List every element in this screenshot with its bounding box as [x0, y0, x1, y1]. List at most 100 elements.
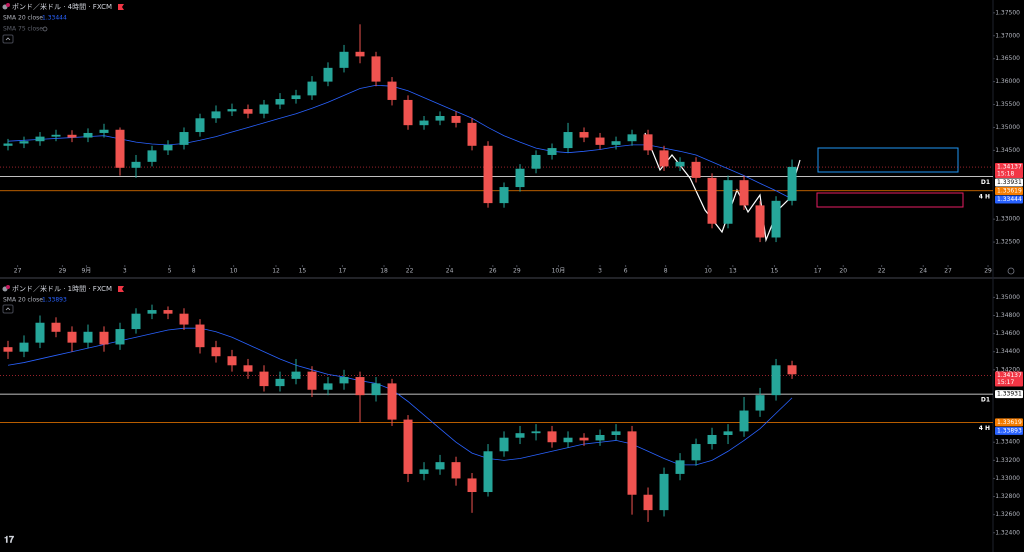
candle-body	[499, 437, 509, 452]
y-tick-label: 1.35500	[995, 101, 1020, 108]
candle-body	[771, 365, 781, 396]
price-badge	[995, 163, 1023, 179]
candle-body	[531, 431, 541, 434]
flag-icon	[118, 4, 124, 10]
y-tick-label: 1.34400	[995, 348, 1020, 355]
candle-body	[659, 473, 669, 511]
candle-body	[691, 161, 701, 178]
x-tick-label: 13	[729, 268, 737, 275]
candle-body	[179, 132, 189, 145]
candle-body	[163, 144, 173, 151]
candle-body	[195, 118, 205, 133]
chart-title: ポンド／米ドル · 4時間 · FXCM	[12, 2, 112, 11]
level-label: D1	[981, 397, 990, 404]
y-tick-label: 1.36000	[995, 78, 1020, 85]
visibility-icon	[42, 26, 48, 32]
x-tick-label: 22	[406, 268, 414, 275]
y-tick-label: 1.34800	[995, 312, 1020, 319]
settings-button[interactable]	[1007, 267, 1015, 275]
candle-body	[243, 109, 253, 114]
collapse-button[interactable]	[2, 34, 14, 44]
price-badge-label: 1.33619	[997, 188, 1022, 195]
candle-body	[579, 132, 589, 138]
candle-body	[67, 331, 77, 343]
candle-body	[435, 115, 445, 121]
y-tick-label: 1.33200	[995, 457, 1020, 464]
price-badge	[995, 195, 1023, 204]
zone-box[interactable]	[816, 192, 964, 208]
y-tick-label: 1.33000	[995, 216, 1020, 223]
candle-body	[51, 134, 61, 137]
price-badge-label: 1.33931	[997, 179, 1022, 186]
x-tick-label: 9月	[81, 268, 91, 275]
x-tick-label: 8	[664, 268, 668, 275]
candle-body	[19, 342, 29, 352]
candle-body	[707, 434, 717, 445]
candle-body	[451, 115, 461, 123]
candle-body	[547, 148, 557, 155]
candle-body	[419, 469, 429, 474]
candle-body	[291, 95, 301, 100]
candle-body	[403, 419, 413, 474]
candle-body	[483, 145, 493, 204]
y-tick-label: 1.32400	[995, 529, 1020, 536]
zone-box[interactable]	[817, 147, 959, 173]
candle-body	[323, 383, 333, 390]
price-badge-label: 1.33444	[997, 196, 1022, 203]
level-label: D1	[981, 179, 990, 186]
candle-body	[83, 331, 93, 343]
level-label: 4 H	[979, 425, 990, 432]
candle-body	[787, 166, 797, 201]
candle-body	[371, 383, 381, 396]
collapse-icon	[5, 307, 11, 311]
collapse-button[interactable]	[2, 304, 14, 314]
candle-body	[611, 141, 621, 145]
y-tick-label: 1.34500	[995, 147, 1020, 154]
candle-body	[147, 150, 157, 162]
x-tick-label: 17	[814, 268, 822, 275]
x-tick-label: 3	[598, 268, 602, 275]
candle-body	[707, 177, 717, 224]
candle-body	[643, 134, 653, 151]
flag-icon	[118, 286, 124, 292]
candle-body	[115, 329, 125, 345]
x-tick-label: 27	[944, 268, 952, 275]
candle-body	[723, 431, 733, 435]
candle-body	[259, 104, 269, 114]
countdown-label: 15:18	[997, 171, 1014, 178]
candle-body	[371, 56, 381, 82]
candle-body	[211, 111, 221, 119]
countdown-label: 15:17	[997, 379, 1014, 386]
x-tick-label: 18	[380, 268, 388, 275]
x-tick-label: 29	[984, 268, 992, 275]
candle-body	[787, 365, 797, 375]
sma-line	[7, 84, 793, 200]
y-tick-label: 1.34600	[995, 330, 1020, 337]
y-tick-label: 1.37000	[995, 32, 1020, 39]
candle-body	[387, 383, 397, 420]
price-badge	[995, 187, 1023, 196]
x-tick-label: 27	[14, 268, 22, 275]
candle-body	[147, 310, 157, 314]
candle-body	[595, 137, 605, 145]
candle-body	[563, 132, 573, 149]
x-tick-label: 17	[339, 268, 347, 275]
candle-body	[515, 433, 525, 438]
candle-body	[723, 180, 733, 224]
y-tick-label: 1.33000	[995, 475, 1020, 482]
y-tick-label: 1.37500	[995, 9, 1020, 16]
sma-line	[7, 327, 793, 466]
price-badge	[995, 390, 1023, 399]
candle-body	[499, 187, 509, 204]
candle-body	[643, 494, 653, 511]
candle-body	[675, 460, 685, 474]
x-tick-label: 5	[168, 268, 172, 275]
price-badge	[995, 426, 1023, 435]
x-tick-label: 22	[878, 268, 886, 275]
candle-body	[83, 132, 93, 138]
candle-body	[659, 150, 669, 167]
price-badge	[995, 371, 1023, 387]
